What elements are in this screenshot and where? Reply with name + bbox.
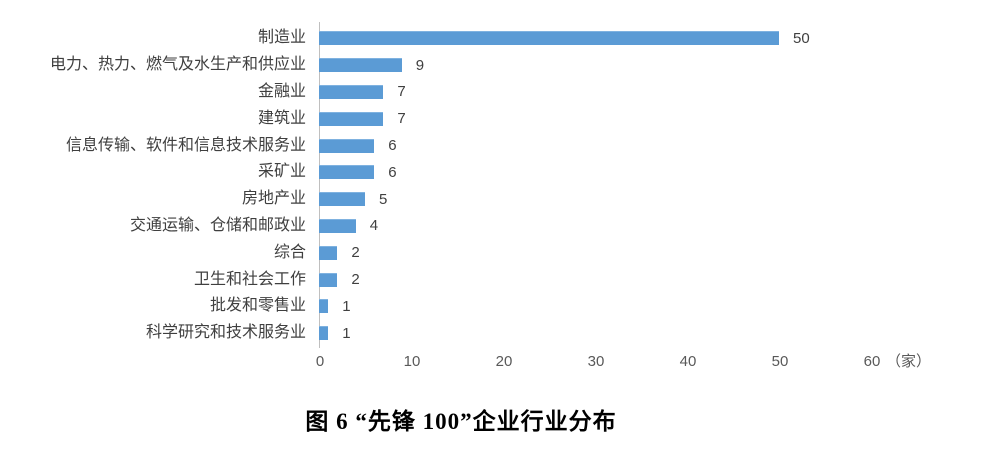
bar-track: 6 <box>319 159 988 186</box>
category-label: 综合 <box>273 243 306 261</box>
bar-track: 2 <box>319 266 988 293</box>
value-label: 1 <box>342 297 351 315</box>
category-label: 科学研究和技术服务业 <box>145 324 306 342</box>
chart-row: 科学研究和技术服务业 1 <box>0 320 988 347</box>
y-axis-line <box>319 22 320 348</box>
chart-caption: 图 6 “先锋 100”企业行业分布 <box>305 409 617 434</box>
value-label: 6 <box>388 137 397 155</box>
category-label: 信息传输、软件和信息技术服务业 <box>65 136 306 154</box>
bar-track: 2 <box>319 239 988 266</box>
value-label: 6 <box>388 163 397 181</box>
bar-track: 6 <box>319 132 988 159</box>
x-axis-tick: 30 <box>587 353 605 370</box>
bar <box>319 245 338 260</box>
bar-rows: 制造业 50 电力、热力、燃气及水生产和供应业 9 金融业 7 建筑业 7 信息传输、软件和信息… <box>0 25 988 347</box>
value-label: 4 <box>369 217 379 235</box>
category-label: 卫生和社会工作 <box>193 270 306 288</box>
bar <box>319 272 338 287</box>
category-label: 建筑业 <box>257 109 306 127</box>
x-axis-tick: 0 <box>315 353 325 370</box>
bar-track: 7 <box>319 79 988 106</box>
bar <box>319 218 356 233</box>
category-label: 房地产业 <box>241 190 306 208</box>
category-label: 制造业 <box>257 29 306 47</box>
value-label: 5 <box>379 190 388 208</box>
bar <box>319 299 329 314</box>
category-label: 批发和零售业 <box>209 297 306 315</box>
chart-row: 信息传输、软件和信息技术服务业 6 <box>0 132 988 159</box>
bar <box>319 192 365 207</box>
x-axis-tick: 50 <box>771 353 789 370</box>
category-label: 电力、热力、燃气及水生产和供应业 <box>49 56 306 74</box>
x-axis-tick: 40 <box>679 353 697 370</box>
bar <box>319 138 375 153</box>
value-label: 2 <box>351 271 360 289</box>
chart-area: 制造业 50 电力、热力、燃气及水生产和供应业 9 金融业 7 建筑业 7 信息传输、软件和信息… <box>0 22 988 373</box>
bar <box>319 111 384 126</box>
bar <box>319 165 375 180</box>
value-label: 50 <box>793 29 810 47</box>
value-label: 2 <box>351 244 360 262</box>
value-label: 1 <box>342 324 351 342</box>
value-label: 9 <box>415 56 425 74</box>
x-axis-tick: 10 <box>403 353 421 370</box>
value-label: 7 <box>397 83 406 101</box>
x-axis: （家） 0 10 20 30 40 50 60 <box>316 353 931 373</box>
bar-track: 9 <box>319 52 988 79</box>
x-axis-unit-label: （家） <box>886 353 932 370</box>
chart-row: 金融业 7 <box>0 79 988 106</box>
bar-track: 5 <box>319 186 988 213</box>
chart-row: 卫生和社会工作 2 <box>0 266 988 293</box>
chart-row: 采矿业 6 <box>0 159 988 186</box>
chart-row: 综合 2 <box>0 239 988 266</box>
bar-track: 7 <box>319 105 988 132</box>
chart-row: 电力、热力、燃气及水生产和供应业 9 <box>0 52 988 79</box>
chart-row: 交通运输、仓储和邮政业 4 <box>0 213 988 240</box>
bar <box>319 31 779 46</box>
chart-row: 房地产业 5 <box>0 186 988 213</box>
chart-row: 制造业 50 <box>0 25 988 52</box>
bar-track: 50 <box>319 25 988 52</box>
bar-track: 1 <box>319 320 988 347</box>
chart-row: 建筑业 7 <box>0 105 988 132</box>
bar-track: 4 <box>319 213 988 240</box>
bar <box>319 326 329 341</box>
category-label: 金融业 <box>257 82 306 100</box>
x-axis-tick: 60 <box>863 353 881 370</box>
bar <box>319 84 384 99</box>
category-label: 采矿业 <box>257 163 306 181</box>
bar-track: 1 <box>319 293 988 320</box>
x-axis-tick: 20 <box>495 353 513 370</box>
value-label: 7 <box>397 110 406 128</box>
chart-row: 批发和零售业 1 <box>0 293 988 320</box>
bar <box>319 58 402 73</box>
category-label: 交通运输、仓储和邮政业 <box>129 216 306 234</box>
